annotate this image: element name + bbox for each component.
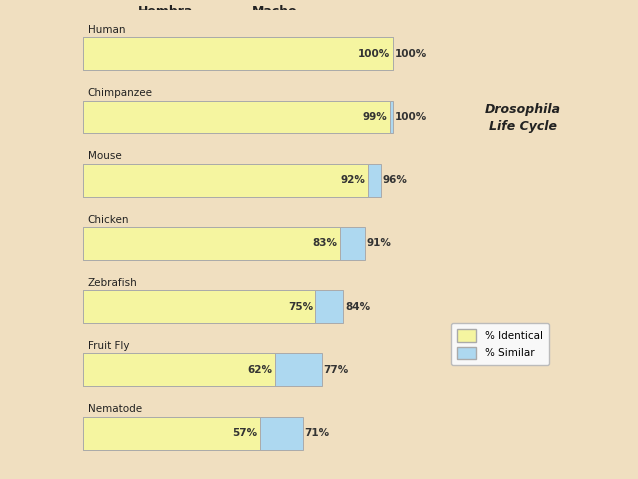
Text: 100%: 100%: [359, 49, 390, 59]
Bar: [83, 37, 393, 70]
Text: Cromosoma X: Cromosoma X: [319, 46, 387, 56]
Bar: [83, 227, 340, 260]
Text: 91%: 91%: [367, 239, 392, 249]
Bar: [83, 164, 368, 197]
FancyBboxPatch shape: [236, 97, 250, 150]
Text: Hembra: Hembra: [138, 5, 193, 19]
Text: Macho: Macho: [251, 5, 297, 19]
Text: Nematode: Nematode: [87, 404, 142, 414]
FancyBboxPatch shape: [147, 97, 161, 150]
Bar: [83, 164, 381, 197]
Bar: [83, 354, 275, 387]
Bar: [83, 101, 393, 134]
Text: 83%: 83%: [313, 239, 338, 249]
FancyBboxPatch shape: [134, 97, 148, 150]
Bar: [83, 101, 390, 134]
Text: 99%: 99%: [362, 112, 387, 122]
Bar: [83, 227, 365, 260]
Text: 75%: 75%: [288, 302, 313, 312]
FancyBboxPatch shape: [249, 123, 263, 150]
Text: 77%: 77%: [323, 365, 348, 375]
Text: 100%: 100%: [394, 112, 427, 122]
Text: Zebrafish: Zebrafish: [87, 278, 137, 288]
Text: 92%: 92%: [341, 175, 366, 185]
Bar: [83, 290, 343, 323]
Bar: [83, 417, 260, 450]
Legend: % Identical, % Similar: % Identical, % Similar: [451, 323, 549, 365]
Bar: [83, 290, 315, 323]
Text: Chicken: Chicken: [87, 215, 129, 225]
Text: 100%: 100%: [394, 49, 427, 59]
Text: 57%: 57%: [232, 428, 257, 438]
Text: Cromosomas sexuales: Cromosomas sexuales: [198, 165, 329, 175]
Text: Fruit Fly: Fruit Fly: [87, 341, 129, 351]
Bar: [83, 37, 393, 70]
Text: Mouse: Mouse: [87, 151, 121, 161]
Text: 71%: 71%: [304, 428, 330, 438]
Text: Chimpanzee: Chimpanzee: [87, 88, 152, 98]
Text: 62%: 62%: [248, 365, 272, 375]
Text: Cromosoma Y: Cromosoma Y: [319, 82, 386, 92]
Text: 96%: 96%: [382, 175, 407, 185]
Text: Drosophila
Life Cycle: Drosophila Life Cycle: [485, 103, 561, 133]
Bar: [83, 417, 303, 450]
Bar: [83, 354, 322, 387]
Text: Human: Human: [87, 25, 125, 35]
Text: 84%: 84%: [345, 302, 370, 312]
